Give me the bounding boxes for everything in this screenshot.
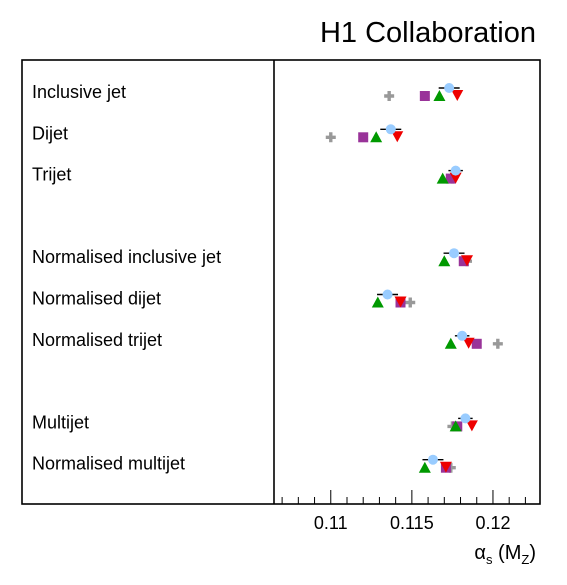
marker-cross: [384, 91, 395, 101]
marker-triangle-up: [444, 337, 457, 349]
marker-circle: [460, 413, 471, 424]
row-label: Normalised dijet: [32, 289, 161, 309]
marker-triangle-up: [370, 131, 383, 143]
marker-circle: [449, 248, 460, 259]
marker-circle: [385, 124, 396, 135]
marker-triangle-down: [391, 131, 404, 143]
row-label: Normalised multijet: [32, 454, 185, 474]
row-labels: Inclusive jet Dijet Trijet Normalised inclu…: [32, 82, 221, 474]
marker-circle: [457, 330, 468, 341]
marker-cross: [492, 338, 503, 349]
x-axis-label-paren-close: ): [529, 542, 536, 564]
marker-triangle-down: [451, 90, 464, 101]
x-axis-label-paren-open: (M: [492, 542, 521, 564]
row-label: Dijet: [32, 123, 68, 143]
row-label: Normalised inclusive jet: [32, 247, 221, 267]
marker-square: [419, 91, 430, 101]
row-label: Multijet: [32, 412, 89, 432]
marker-cross: [325, 132, 336, 143]
marker-triangle-up: [418, 461, 431, 473]
marker-triangle-up: [449, 420, 462, 432]
marker-triangle-up: [371, 296, 384, 308]
row-label: Trijet: [32, 165, 71, 185]
x-axis-label-alpha-subscript: s: [486, 552, 493, 567]
x-tick-label: 0.115: [390, 513, 434, 533]
marker-circle: [444, 83, 455, 93]
x-axis-tick-labels: 0.11 0.115 0.12: [314, 513, 511, 533]
marker-triangle-down: [394, 296, 407, 308]
data-markers: [325, 83, 503, 473]
marker-triangle-up: [436, 172, 449, 184]
marker-triangle-down: [449, 172, 462, 184]
marker-triangle-down: [465, 420, 478, 432]
chart-title: H1 Collaboration: [320, 17, 536, 49]
marker-triangle-down: [461, 255, 474, 267]
marker-circle: [382, 289, 393, 300]
marker-circle: [427, 454, 438, 465]
marker-triangle-down: [439, 461, 452, 473]
x-axis-label: αs (MZ): [474, 542, 536, 567]
marker-square: [471, 338, 482, 349]
row-label: Normalised trijet: [32, 330, 162, 350]
x-axis-label-alpha: α: [474, 542, 486, 564]
marker-triangle-up: [433, 90, 446, 101]
x-axis-ticks: [281, 490, 526, 504]
x-tick-label: 0.11: [314, 513, 348, 533]
marker-circle: [450, 165, 461, 176]
marker-square: [445, 173, 456, 184]
marker-cross: [405, 297, 416, 308]
outer-frame: [21, 59, 541, 505]
marker-square: [358, 132, 369, 143]
x-axis-label-z-subscript: Z: [521, 552, 529, 567]
row-label: Inclusive jet: [32, 82, 126, 102]
marker-triangle-down: [462, 337, 475, 349]
marker-triangle-up: [438, 255, 451, 267]
marker-square: [458, 256, 469, 267]
x-tick-label: 0.12: [475, 513, 510, 533]
